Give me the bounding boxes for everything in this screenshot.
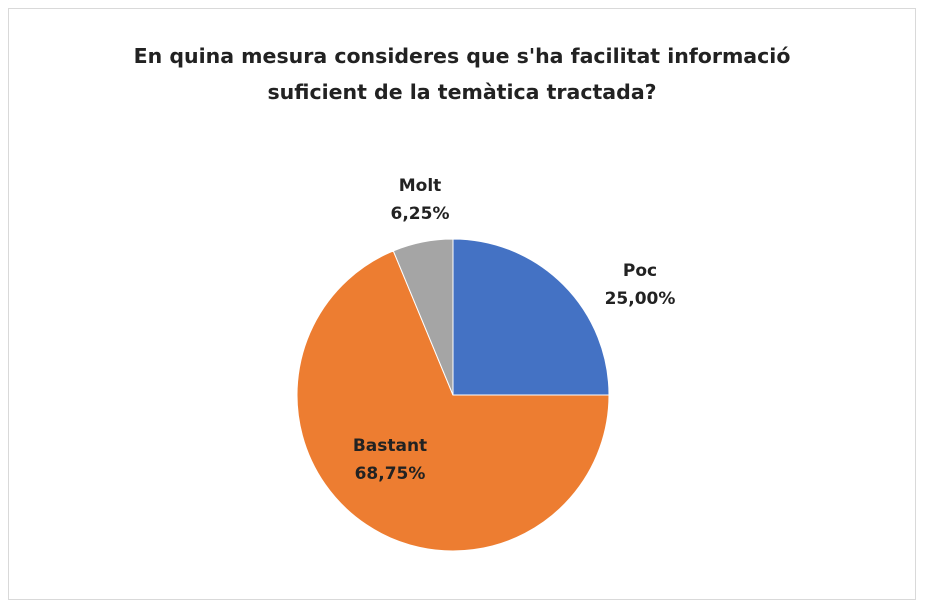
chart-frame (8, 8, 916, 600)
pie-slice (392, 238, 454, 396)
chart-title: En quina mesura consideres que s'ha faci… (133, 44, 791, 104)
slice-label: Molt (399, 176, 442, 196)
slice-label: Poc (623, 261, 657, 281)
slice-label: Bastant (353, 436, 427, 456)
pie-slice (296, 250, 610, 552)
slice-value-label: 68,75% (355, 464, 426, 484)
slice-value-label: 6,25% (391, 204, 450, 224)
pie-slice (452, 238, 610, 396)
slice-value-label: 25,00% (605, 289, 676, 309)
